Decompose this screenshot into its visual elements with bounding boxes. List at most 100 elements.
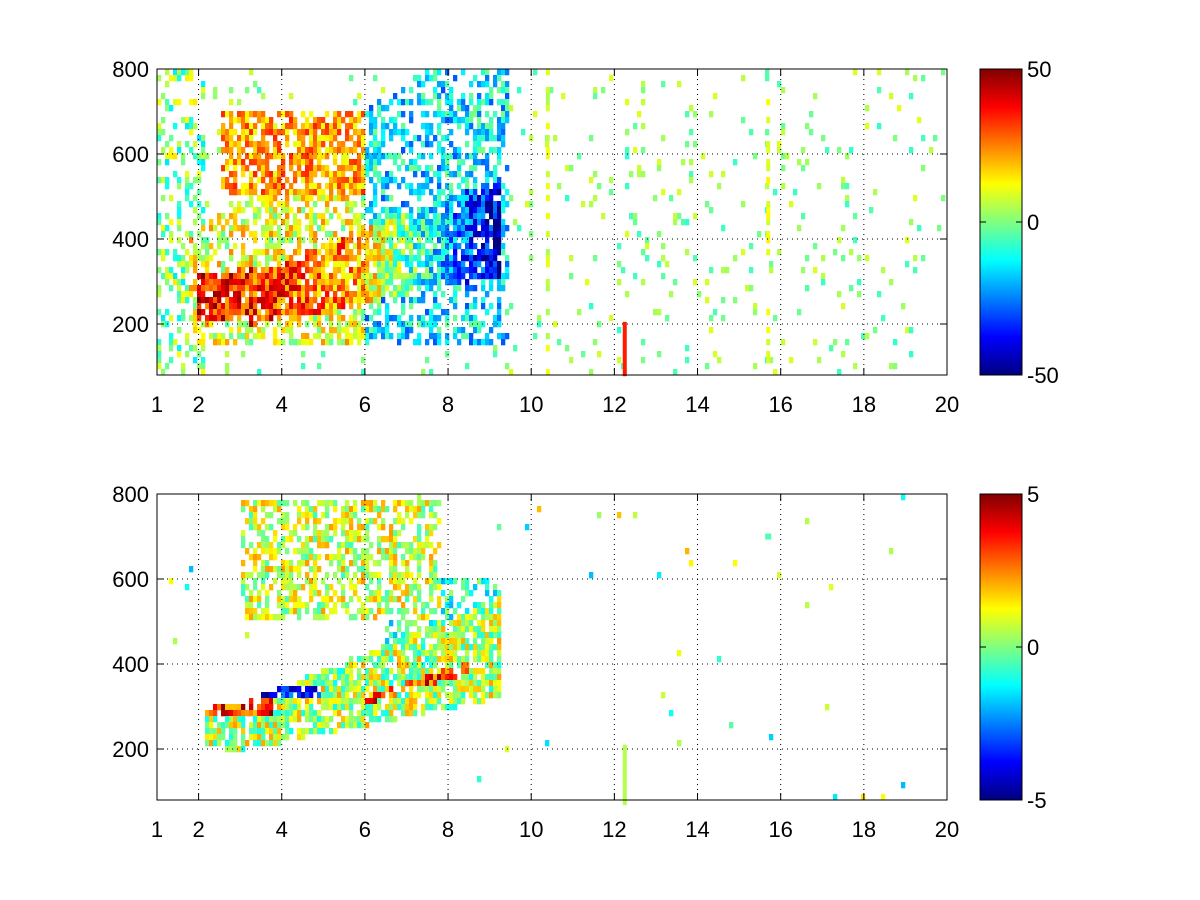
heatmap-cell <box>437 219 442 226</box>
heatmap-cell <box>449 261 454 268</box>
heatmap-cell <box>241 309 246 316</box>
heatmap-cell <box>417 225 422 232</box>
heatmap-cell <box>437 267 442 274</box>
heatmap-cell <box>361 213 366 220</box>
heatmap-cell <box>161 93 166 100</box>
heatmap-cell <box>297 572 302 579</box>
heatmap-cell <box>309 728 314 735</box>
x-tick-label: 2 <box>192 392 204 417</box>
heatmap-cell <box>297 141 302 148</box>
heatmap-cell <box>281 524 286 531</box>
heatmap-cell <box>193 309 198 316</box>
heatmap-cell <box>497 231 502 238</box>
heatmap-cell <box>357 135 362 142</box>
heatmap-cell <box>377 608 382 615</box>
heatmap-cell <box>325 698 330 705</box>
heatmap-cell <box>445 602 450 609</box>
heatmap-cell <box>345 327 350 334</box>
heatmap-cell <box>297 518 302 525</box>
heatmap-cell <box>429 255 434 262</box>
heatmap-cell <box>241 219 246 226</box>
heatmap-cell <box>333 207 338 214</box>
heatmap-cell <box>393 207 398 214</box>
heatmap-cell <box>433 321 438 328</box>
heatmap-cell <box>201 279 206 286</box>
heatmap-cell <box>421 231 426 238</box>
heatmap-cell <box>385 656 390 663</box>
heatmap-cell <box>633 123 638 130</box>
heatmap-cell <box>285 177 290 184</box>
heatmap-cell <box>309 584 314 591</box>
heatmap-cell <box>293 315 298 322</box>
heatmap-cell <box>377 171 382 178</box>
heatmap-cell <box>421 225 426 232</box>
heatmap-cell <box>221 111 226 118</box>
heatmap-cell <box>453 686 458 693</box>
heatmap-cell <box>177 345 182 352</box>
heatmap-cell <box>721 297 726 304</box>
heatmap-cell <box>253 249 258 256</box>
heatmap-cell <box>485 135 490 142</box>
heatmap-cell <box>249 321 254 328</box>
heatmap-cell <box>265 165 270 172</box>
heatmap-cell <box>473 129 478 136</box>
heatmap-cell <box>309 512 314 519</box>
heatmap-cell <box>609 315 614 322</box>
heatmap-cell <box>381 141 386 148</box>
heatmap-cell <box>345 261 350 268</box>
heatmap-cell <box>297 249 302 256</box>
heatmap-cell <box>457 626 462 633</box>
heatmap-cell <box>269 117 274 124</box>
heatmap-cell <box>245 225 250 232</box>
heatmap-cell <box>161 147 166 154</box>
heatmap-cell <box>241 147 246 154</box>
heatmap-cell <box>385 333 390 340</box>
heatmap-cell <box>465 650 470 657</box>
heatmap-cell <box>285 189 290 196</box>
heatmap-cell <box>273 147 278 154</box>
heatmap-cell <box>261 518 266 525</box>
heatmap-cell <box>429 698 434 705</box>
heatmap-cell <box>405 225 410 232</box>
heatmap-cell <box>337 195 342 202</box>
heatmap-cell <box>237 722 242 729</box>
heatmap-cell <box>497 524 502 531</box>
heatmap-cell <box>165 69 170 76</box>
heatmap-cell <box>329 183 334 190</box>
heatmap-cell <box>265 123 270 130</box>
heatmap-cell <box>357 219 362 226</box>
heatmap-cell <box>337 704 342 711</box>
heatmap-cell <box>309 297 314 304</box>
heatmap-cell <box>189 315 194 322</box>
heatmap-cell <box>229 273 234 280</box>
feature-streak-cell <box>766 213 771 220</box>
heatmap-cell <box>429 225 434 232</box>
heatmap-cell <box>429 668 434 675</box>
heatmap-cell <box>729 722 734 729</box>
heatmap-cell <box>465 668 470 675</box>
heatmap-cell <box>853 213 858 220</box>
heatmap-cell <box>493 243 498 250</box>
heatmap-cell <box>325 542 330 549</box>
heatmap-cell <box>345 165 350 172</box>
heatmap-cell <box>393 572 398 579</box>
heatmap-cell <box>289 111 294 118</box>
heatmap-cell <box>253 710 258 717</box>
heatmap-cell <box>481 201 486 208</box>
heatmap-cell <box>281 123 286 130</box>
heatmap-cell <box>393 530 398 537</box>
heatmap-cell <box>357 327 362 334</box>
heatmap-cell <box>473 165 478 172</box>
heatmap-cell <box>337 171 342 178</box>
heatmap-cell <box>469 333 474 340</box>
heatmap-cell <box>301 159 306 166</box>
heatmap-cell <box>305 716 310 723</box>
heatmap-cell <box>229 333 234 340</box>
heatmap-cell <box>373 153 378 160</box>
heatmap-cell <box>497 321 502 328</box>
heatmap-cell <box>465 225 470 232</box>
heatmap-cell <box>413 231 418 238</box>
heatmap-cell <box>497 333 502 340</box>
heatmap-cell <box>273 548 278 555</box>
heatmap-cell <box>453 608 458 615</box>
